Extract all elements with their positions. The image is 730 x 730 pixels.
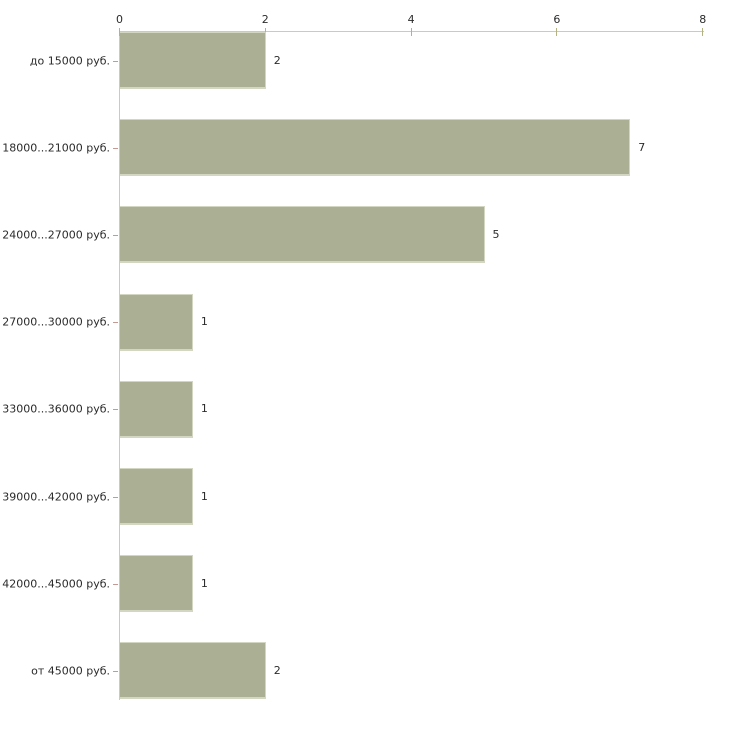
bar-value-label: 1: [200, 315, 208, 329]
category-label: до 15000 руб.: [29, 54, 110, 67]
bar-row: 39000...42000 руб. 1: [0, 468, 730, 525]
category-label: 42000...45000 руб.: [2, 577, 110, 591]
bar-value-label: 7: [638, 140, 646, 154]
category-label: от 45000 руб.: [31, 664, 110, 678]
category-label: 18000...21000 руб.: [2, 141, 110, 155]
bar-row: 24000...27000 руб. 5: [0, 206, 730, 264]
bar-row: 18000...21000 руб. 7: [0, 119, 730, 177]
x-axis-tick-label: 0: [116, 13, 123, 26]
x-axis-tick-mark: [556, 28, 558, 36]
x-axis-tick-label: 2: [261, 13, 269, 26]
category-label: 39000...42000 руб.: [2, 490, 110, 503]
bar-value-label: 1: [200, 489, 208, 503]
x-axis-tick-label: 4: [407, 13, 415, 26]
category-tick-mark: [113, 496, 118, 498]
bar: [120, 380, 193, 438]
bar: [120, 293, 193, 351]
bar-value-label: 5: [492, 227, 500, 241]
bar-row: 33000...36000 руб. 1: [0, 380, 730, 438]
category-tick-mark: [113, 234, 118, 236]
x-axis-tick-label: 8: [699, 13, 707, 26]
bar: [120, 32, 266, 89]
bar: [120, 119, 631, 177]
category-label: 33000...36000 руб.: [2, 402, 110, 416]
bar-value-label: 1: [200, 402, 208, 416]
bar: [120, 555, 193, 613]
x-axis-tick-mark: [119, 28, 120, 36]
bar-row: от 45000 руб. 2: [0, 642, 730, 700]
category-label: 27000...30000 руб.: [2, 315, 110, 329]
x-axis-tick-mark: [702, 28, 704, 36]
bar-value-label: 1: [200, 576, 208, 590]
bar-value-label: 2: [273, 53, 281, 67]
category-tick-mark: [113, 60, 118, 62]
bar: [120, 206, 485, 264]
category-tick-mark: [113, 583, 118, 585]
x-axis-tick-mark: [410, 28, 412, 36]
category-tick-mark: [113, 147, 118, 149]
bar: [120, 468, 193, 525]
y-axis-line: [119, 31, 120, 700]
category-tick-mark: [113, 322, 118, 324]
category-label: 24000...27000 руб.: [2, 228, 110, 242]
bar-row: до 15000 руб. 2: [0, 32, 730, 89]
x-axis-tick-label: 6: [553, 13, 561, 26]
bar: [120, 642, 266, 700]
bar-row: 42000...45000 руб. 1: [0, 555, 730, 613]
bar-value-label: 2: [273, 663, 281, 677]
bar-row: 27000...30000 руб. 1: [0, 293, 730, 351]
category-tick-mark: [113, 409, 118, 411]
category-tick-mark: [113, 670, 118, 672]
